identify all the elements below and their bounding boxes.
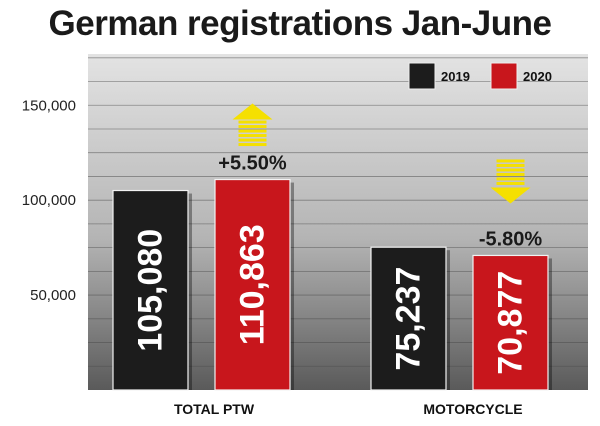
x-category-label: TOTAL PTW <box>174 401 255 417</box>
bar-value-label: 70,877 <box>492 271 530 375</box>
bar-2020-total-ptw <box>214 178 291 391</box>
legend-swatch-2019 <box>408 62 436 90</box>
arrow-down-icon <box>490 159 531 204</box>
legend-label-2020: 2020 <box>523 69 552 84</box>
bar-value-label: 110,863 <box>234 224 272 345</box>
bar-2019-total-ptw <box>112 189 189 391</box>
bar-2019-motorcycle <box>370 246 447 391</box>
y-tick-label: 150,000 <box>22 97 76 114</box>
legend-label-2019: 2019 <box>441 69 470 84</box>
bar-value-label: 105,080 <box>132 229 170 352</box>
chart-title: German registrations Jan-June <box>48 4 552 43</box>
bar-value-label: 75,237 <box>390 267 428 371</box>
y-tick-label: 50,000 <box>30 287 76 304</box>
legend-swatch-2020 <box>490 62 518 90</box>
arrow-up-icon <box>232 103 273 147</box>
y-tick-label: 100,000 <box>22 192 76 209</box>
x-category-label: MOTORCYCLE <box>423 401 522 417</box>
bar-2020-motorcycle <box>472 254 549 391</box>
change-annotation: -5.80% <box>479 228 543 250</box>
change-annotation: +5.50% <box>218 153 287 175</box>
